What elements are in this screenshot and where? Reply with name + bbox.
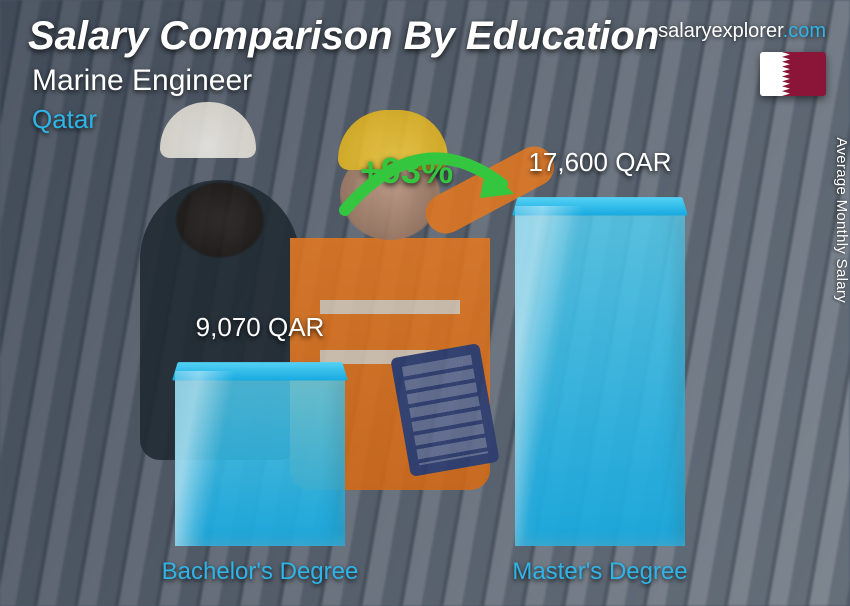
bar-value-label: 9,070 QAR xyxy=(196,312,325,343)
chart-bar xyxy=(515,206,685,546)
bar-value-label: 17,600 QAR xyxy=(528,147,671,178)
chart-bar xyxy=(175,371,345,546)
bar-category-label: Master's Degree xyxy=(512,558,687,586)
bar-category-label: Bachelor's Degree xyxy=(162,558,359,586)
increase-arrow-icon xyxy=(330,140,530,220)
bar-chart: 9,070 QAR Bachelor's Degree 17,600 QAR Mast… xyxy=(0,0,850,606)
